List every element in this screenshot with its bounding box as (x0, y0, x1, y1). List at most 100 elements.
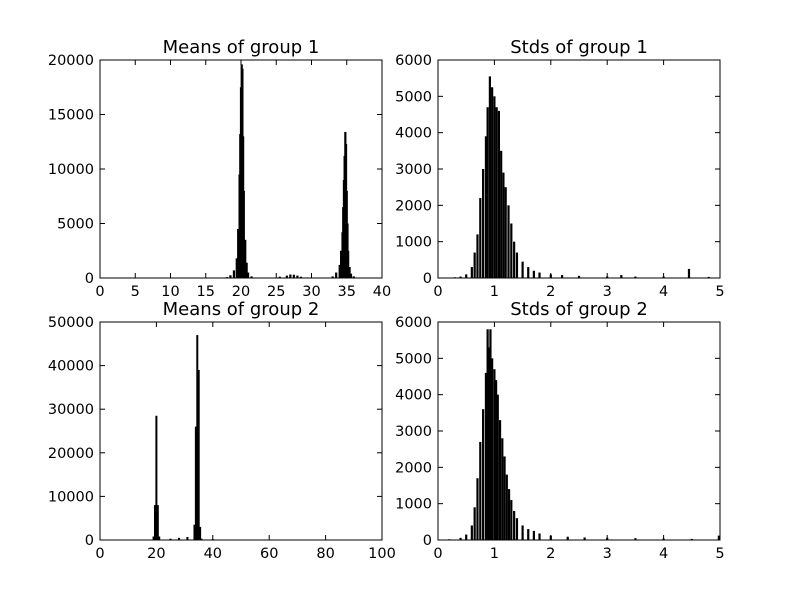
y-tick-label: 2000 (395, 460, 432, 476)
histogram-bar (500, 150, 503, 278)
histogram-bar (538, 533, 541, 540)
histogram-bar (473, 507, 476, 540)
histogram-bar (152, 536, 155, 540)
histogram-bar (459, 276, 462, 278)
x-tick-label: 5 (131, 284, 140, 300)
chart-title: Means of group 2 (163, 299, 320, 320)
x-tick-label: 5 (715, 284, 724, 300)
histogram-bar (495, 107, 498, 278)
histogram-bar (349, 273, 353, 278)
x-tick-label: 35 (338, 284, 356, 300)
x-tick-label: 4 (659, 546, 668, 562)
histogram-bar (493, 369, 496, 540)
x-tick-label: 3 (603, 284, 612, 300)
histogram-bar (347, 250, 350, 278)
chart-title: Stds of group 2 (510, 299, 648, 320)
x-tick-label: 100 (368, 546, 396, 562)
histogram-bar (484, 136, 488, 278)
histogram-bar (237, 228, 240, 278)
histogram-bar (340, 250, 343, 278)
histogram-bar (169, 538, 172, 540)
histogram-bar (513, 510, 516, 540)
x-tick-label: 20 (232, 284, 250, 300)
x-tick-label: 5 (715, 546, 724, 562)
x-tick-label: 2 (546, 284, 555, 300)
histogram-bar (476, 234, 479, 278)
x-tick-label: 2 (546, 546, 555, 562)
y-tick-label: 2000 (395, 198, 432, 214)
chart-title: Means of group 1 (163, 37, 320, 58)
axes-frame (99, 321, 383, 541)
histogram-bar (687, 268, 691, 278)
histogram-bar (482, 409, 485, 540)
histogram-bar (479, 198, 482, 278)
histogram-bar (155, 415, 158, 540)
histogram-bar (465, 274, 468, 278)
histogram-bar (515, 518, 519, 540)
histogram-bar (496, 394, 499, 540)
histogram-bar (583, 537, 586, 540)
x-tick-label: 4 (659, 284, 668, 300)
y-tick-label: 1000 (395, 497, 432, 513)
histogram-bar (473, 252, 476, 278)
x-tick-label: 0 (95, 284, 104, 300)
x-tick-label: 80 (316, 546, 334, 562)
histogram-bar (538, 272, 541, 278)
histogram-bar (335, 272, 338, 278)
x-tick-label: 10 (161, 284, 179, 300)
panel-stds-group-1: 0 1 2 3 4 5 0 1000 2000 3000 4000 5000 6000 Stds of g… (395, 37, 725, 300)
histogram-bar (470, 267, 473, 278)
x-tick-label: 3 (603, 546, 612, 562)
histogram-bar (486, 329, 489, 540)
histogram-bar (299, 276, 303, 278)
panel-stds-group-2: 0 1 2 3 4 5 0 1000 2000 3000 4000 5000 6000 Stds of g… (395, 299, 725, 562)
histogram-bar (486, 107, 489, 278)
histogram-bar (292, 274, 295, 278)
histogram-bar (186, 536, 189, 540)
y-tick-label: 10000 (48, 162, 94, 178)
y-tick-label: 0 (85, 271, 94, 287)
y-tick-label: 4000 (395, 126, 432, 142)
histogram-bar (504, 187, 507, 278)
histogram-bar (242, 190, 245, 278)
x-tick-label: 60 (260, 546, 278, 562)
chart-title: Stds of group 1 (510, 37, 648, 58)
x-tick-label: 40 (373, 284, 391, 300)
y-tick-label: 0 (423, 271, 432, 287)
histogram-bar (493, 96, 496, 278)
histogram-bar (476, 478, 479, 540)
histogram-bar (244, 239, 247, 278)
histogram-bar (235, 258, 238, 278)
y-tick-label: 3000 (395, 162, 432, 178)
histogram-bar (278, 276, 281, 278)
histogram-bar (510, 500, 513, 540)
histogram-bar (246, 272, 250, 278)
histogram-bar (521, 261, 524, 278)
histogram-bar (532, 270, 535, 278)
histogram-bar (513, 241, 516, 278)
histogram-bar (489, 329, 492, 540)
histogram-bar (352, 276, 355, 278)
histogram-bar (634, 538, 637, 540)
y-tick-label: 6000 (395, 53, 432, 69)
histogram-bar (482, 169, 485, 278)
histogram-bar (515, 252, 519, 278)
y-tick-label: 40000 (48, 359, 94, 375)
histogram-bar (521, 525, 524, 540)
x-tick-label: 15 (197, 284, 215, 300)
histogram-bar (507, 489, 511, 540)
histogram-bar (491, 87, 494, 278)
y-tick-label: 5000 (395, 89, 432, 105)
histogram-bar (250, 276, 253, 278)
panel-means-group-2: 0 20 40 60 80 100 0 10000 20000 30000 40000 50000 Me… (48, 299, 396, 562)
histogram-bar (197, 369, 200, 540)
x-tick-label: 25 (267, 284, 285, 300)
x-tick-label: 0 (95, 546, 104, 562)
histogram-bar (245, 262, 248, 278)
histogram-bar (459, 537, 462, 540)
histogram-bar (348, 267, 351, 278)
x-tick-label: 0 (433, 546, 442, 562)
histogram-bar (199, 526, 202, 540)
histogram-bar (566, 536, 569, 540)
